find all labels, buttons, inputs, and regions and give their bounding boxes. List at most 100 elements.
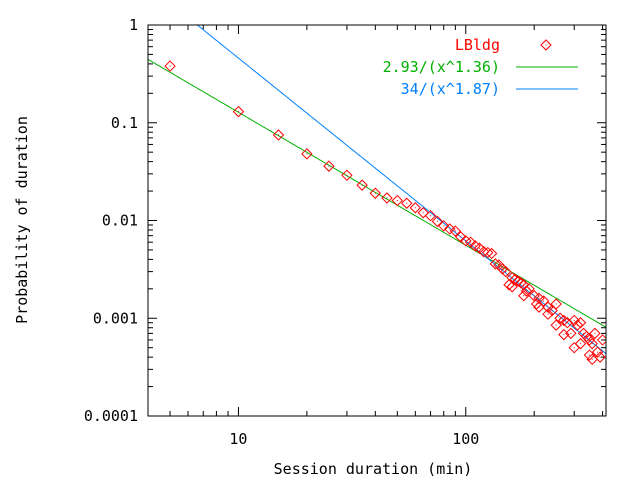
data-point — [454, 231, 467, 243]
marker-center-dot — [498, 264, 500, 266]
marker-center-dot — [559, 317, 561, 319]
marker-center-dot — [538, 306, 540, 308]
diamond-marker — [381, 192, 393, 204]
marker-center-dot — [591, 358, 593, 360]
marker-center-dot — [594, 332, 596, 334]
marker-center-dot — [547, 313, 549, 315]
x-tick-label: 10 — [229, 430, 247, 448]
diamond-marker — [506, 271, 518, 284]
marker-center-dot — [597, 351, 599, 353]
diamond-marker — [589, 327, 601, 340]
x-tick-label: 100 — [452, 430, 479, 448]
diamond-marker — [586, 353, 598, 366]
marker-center-dot — [566, 322, 568, 324]
diamond-marker — [583, 349, 596, 361]
diamond-marker — [341, 169, 353, 182]
data-point — [473, 242, 486, 254]
diamond-marker — [323, 160, 335, 172]
marker-center-dot — [602, 339, 604, 341]
marker-center-dot — [547, 306, 549, 308]
diamond-marker — [164, 60, 176, 72]
fit-line — [148, 58, 606, 328]
data-point — [401, 197, 413, 209]
plot-frame — [147, 24, 607, 417]
marker-center-dot — [443, 225, 445, 227]
diamond-marker — [518, 290, 530, 302]
diamond-marker — [417, 207, 429, 219]
fit-lines — [148, 25, 606, 355]
marker-center-dot — [538, 297, 540, 299]
diamond-marker — [568, 314, 580, 327]
marker-center-dot — [523, 284, 525, 286]
data-point — [518, 290, 530, 302]
diamond-marker — [561, 317, 574, 329]
data-point — [518, 279, 530, 291]
marker-center-dot — [470, 241, 472, 243]
marker-center-dot — [277, 134, 279, 136]
diamond-marker — [591, 346, 604, 358]
marker-center-dot — [599, 356, 601, 358]
legend-label: 34/(x^1.87) — [401, 80, 500, 98]
data-point — [438, 220, 450, 232]
data-point — [558, 314, 570, 327]
marker-center-dot — [573, 347, 575, 349]
marker-center-dot — [328, 165, 330, 167]
marker-center-dot — [505, 271, 507, 273]
y-tick-label: 0.01 — [102, 212, 138, 230]
marker-center-dot — [580, 322, 582, 324]
data-point — [444, 223, 456, 235]
diamond-marker — [574, 337, 587, 350]
diamond-marker — [369, 187, 382, 199]
diamond-marker — [391, 194, 404, 207]
marker-center-dot — [551, 310, 553, 312]
diamond-marker — [554, 312, 566, 324]
diamond-marker — [449, 225, 462, 237]
marker-center-dot — [454, 230, 456, 232]
marker-center-dot — [449, 228, 451, 230]
marker-center-dot — [583, 332, 585, 334]
data-point — [485, 247, 498, 260]
diamond-marker — [424, 209, 437, 222]
diamond-marker — [542, 308, 554, 320]
diamond-marker — [520, 285, 533, 297]
marker-center-dot — [511, 286, 513, 288]
data-point — [550, 298, 562, 310]
data-point — [523, 283, 535, 295]
diamond-marker — [550, 319, 562, 331]
marker-center-dot — [414, 207, 416, 209]
marker-center-dot — [533, 295, 535, 297]
y-tick-label: 0.1 — [111, 114, 138, 132]
diamond-marker — [583, 334, 596, 346]
data-point — [533, 301, 545, 313]
marker-center-dot — [465, 240, 467, 242]
data-point — [554, 312, 566, 324]
diamond-marker — [409, 202, 422, 214]
diamond-marker — [558, 328, 570, 341]
marker-center-dot — [374, 192, 376, 194]
diamond-marker — [356, 179, 368, 191]
marker-center-dot — [169, 65, 171, 67]
diamond-marker — [444, 223, 456, 235]
diamond-marker — [518, 279, 530, 291]
data-point — [574, 317, 587, 329]
data-point — [583, 334, 596, 346]
marker-center-dot — [563, 334, 565, 336]
diamond-marker — [558, 314, 570, 327]
data-point — [574, 337, 587, 350]
marker-center-dot — [555, 324, 557, 326]
diamond-marker — [542, 301, 554, 313]
diamond-marker — [464, 236, 477, 248]
data-point — [449, 225, 462, 237]
marker-center-dot — [346, 174, 348, 176]
data-point — [506, 281, 518, 293]
data-point — [464, 236, 477, 248]
data-point — [391, 194, 404, 207]
marker-center-dot — [570, 332, 572, 334]
marker-center-dot — [406, 202, 408, 204]
data-point — [381, 192, 393, 204]
data-point — [542, 301, 554, 313]
data-point — [424, 209, 437, 222]
diamond-marker — [574, 317, 587, 329]
diamond-marker — [515, 277, 527, 289]
y-axis-label: Probability of duration — [13, 116, 31, 324]
